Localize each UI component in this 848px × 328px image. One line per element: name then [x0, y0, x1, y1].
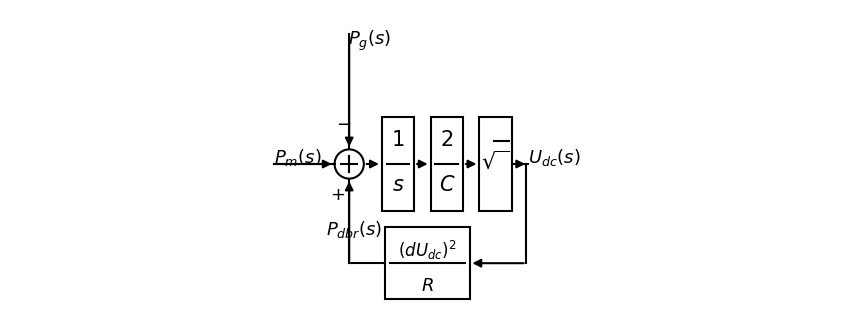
Text: $P_m(s)$: $P_m(s)$: [275, 147, 322, 168]
Text: $(dU_{dc})^2$: $(dU_{dc})^2$: [398, 239, 456, 262]
Text: $P_g(s)$: $P_g(s)$: [348, 28, 391, 52]
Text: $\sqrt{\ }$: $\sqrt{\ }$: [481, 151, 510, 174]
Text: $2$: $2$: [440, 130, 454, 150]
Bar: [479, 117, 512, 211]
Text: $+$: $+$: [330, 186, 345, 204]
Bar: [431, 117, 463, 211]
Text: $P_{dbr}(s)$: $P_{dbr}(s)$: [326, 218, 382, 239]
Text: $-$: $-$: [336, 114, 351, 132]
Bar: [385, 227, 470, 299]
Text: $s$: $s$: [392, 175, 404, 195]
Bar: [382, 117, 414, 211]
Text: $C$: $C$: [438, 175, 455, 195]
Text: $U_{dc}(s)$: $U_{dc}(s)$: [528, 147, 581, 168]
Text: $R$: $R$: [421, 277, 433, 295]
Text: $1$: $1$: [391, 130, 404, 150]
